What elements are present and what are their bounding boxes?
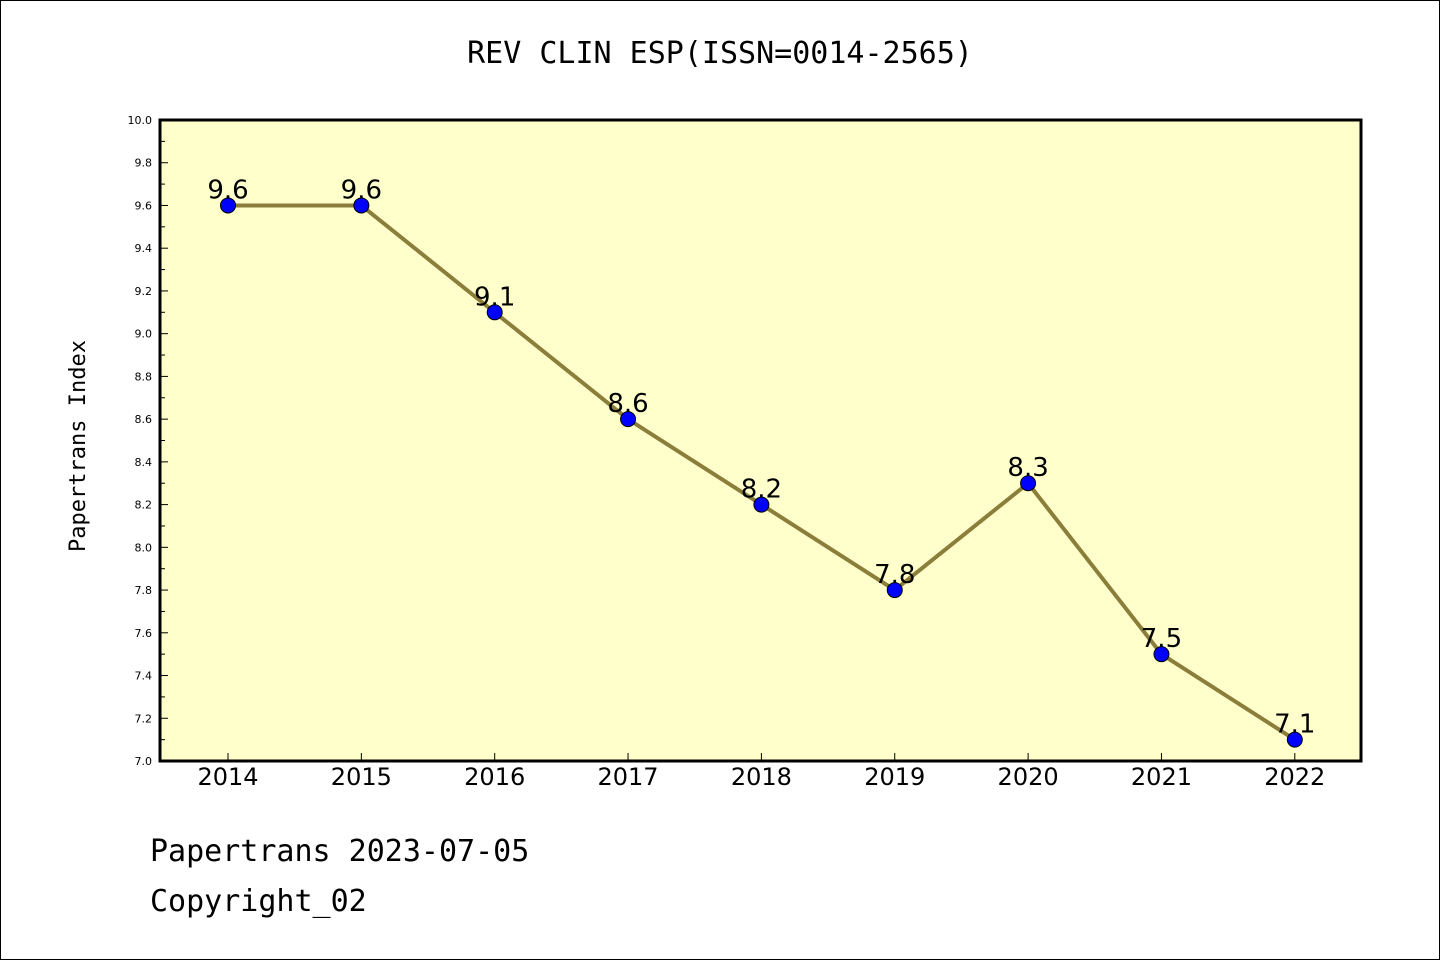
y-tick-label: 9.8 — [135, 157, 153, 170]
y-tick-label: 9.6 — [135, 199, 153, 212]
y-tick-label: 8.4 — [135, 456, 153, 469]
x-tick-label: 2017 — [598, 763, 659, 791]
data-label: 7.5 — [1141, 624, 1182, 654]
x-tick-label: 2015 — [331, 763, 392, 791]
y-tick-label: 8.6 — [135, 413, 153, 426]
y-axis: 7.0 7.2 7.4 7.6 7.8 8.0 8.2 8.4 8.6 8.8 9.0 9.2 9.4 9… — [128, 114, 168, 768]
x-tick-label: 2022 — [1264, 763, 1325, 791]
x-tick-label: 2016 — [464, 763, 525, 791]
y-tick-label: 9.4 — [135, 242, 153, 255]
y-axis-label: Papertrans Index — [66, 340, 91, 552]
data-point — [886, 582, 903, 599]
data-point — [486, 304, 503, 321]
data-label: 7.8 — [874, 560, 915, 590]
y-tick-label: 7.0 — [135, 755, 153, 768]
data-label: 9.1 — [474, 282, 515, 312]
x-axis: 2014 2015 2016 2017 2018 2019 2020 2021 2022 — [197, 753, 1325, 791]
data-label: 8.6 — [607, 389, 648, 419]
data-label: 9.6 — [207, 175, 248, 205]
y-tick-label: 8.0 — [135, 541, 153, 554]
x-tick-label: 2020 — [998, 763, 1059, 791]
data-point — [1153, 646, 1170, 663]
y-tick-label: 8.8 — [135, 370, 153, 383]
y-tick-label: 10.0 — [128, 114, 153, 127]
footer-copyright: Copyright_02 — [150, 884, 367, 919]
series-layer: 9.6 9.6 9.1 8.6 8.2 7.8 8.3 7.5 7.1 — [207, 175, 1315, 748]
data-point — [753, 496, 770, 513]
y-tick-label: 9.2 — [135, 285, 153, 298]
data-point — [1286, 731, 1303, 748]
y-tick-label: 8.2 — [135, 499, 153, 512]
y-tick-label: 7.6 — [135, 627, 153, 640]
data-point — [620, 411, 637, 428]
footer-date: Papertrans 2023-07-05 — [150, 834, 530, 869]
data-point — [220, 197, 236, 214]
data-label: 9.6 — [341, 175, 382, 205]
chart-title: REV CLIN ESP(ISSN=0014-2565) — [467, 36, 973, 71]
y-tick-label: 7.8 — [135, 584, 153, 597]
data-point — [1020, 475, 1037, 492]
y-tick-label: 7.2 — [135, 712, 153, 725]
x-tick-label: 2014 — [197, 763, 258, 791]
data-label: 8.2 — [741, 475, 782, 505]
x-tick-label: 2018 — [731, 763, 792, 791]
x-tick-label: 2019 — [864, 763, 925, 791]
y-tick-label: 7.4 — [135, 670, 153, 683]
x-tick-label: 2021 — [1131, 763, 1192, 791]
data-label: 7.1 — [1274, 710, 1315, 740]
y-tick-label: 9.0 — [135, 328, 153, 341]
data-label: 8.3 — [1007, 453, 1048, 483]
data-point — [353, 197, 370, 214]
